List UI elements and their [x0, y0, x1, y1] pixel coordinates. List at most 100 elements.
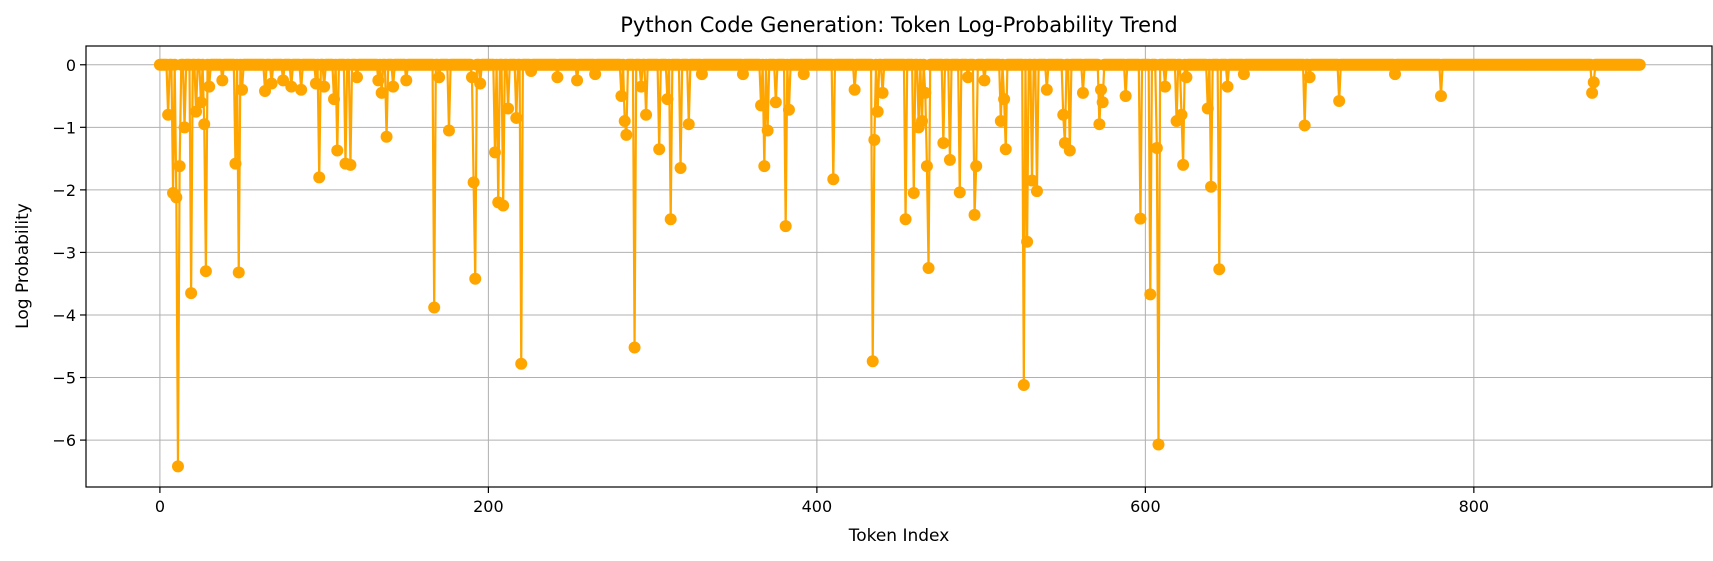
data-point	[1633, 58, 1646, 71]
grid-lines	[86, 46, 1712, 487]
data-point	[998, 93, 1011, 106]
data-point	[755, 99, 768, 112]
data-point	[199, 265, 212, 278]
data-point	[1134, 212, 1147, 225]
data-point	[1017, 379, 1030, 392]
data-point	[1057, 108, 1070, 121]
data-point	[868, 133, 881, 146]
x-tick-label: 400	[802, 497, 833, 516]
data-point	[1303, 71, 1316, 84]
data-point	[920, 160, 933, 173]
data-point	[674, 161, 687, 174]
data-point	[198, 118, 211, 131]
data-point	[1152, 438, 1165, 451]
series-line	[159, 63, 1640, 468]
data-point	[1095, 83, 1108, 96]
data-point	[313, 171, 326, 184]
x-axis-label: Token Index	[848, 526, 950, 546]
x-tick-label: 600	[1130, 497, 1161, 516]
y-tick-label: −2	[52, 181, 76, 200]
data-point	[194, 96, 207, 109]
series-layer	[153, 58, 1646, 473]
data-point	[1333, 95, 1346, 108]
data-point	[1119, 90, 1132, 103]
data-point	[695, 68, 708, 81]
data-point	[970, 160, 983, 173]
data-point	[236, 83, 249, 96]
data-point	[515, 357, 528, 370]
data-point	[497, 199, 510, 212]
data-point	[1040, 83, 1053, 96]
data-point	[1201, 102, 1214, 115]
data-point	[682, 118, 695, 131]
data-point	[571, 74, 584, 87]
data-point	[876, 86, 889, 99]
data-point	[661, 93, 674, 106]
data-point	[295, 83, 308, 96]
data-point	[232, 266, 245, 279]
data-point	[589, 68, 602, 81]
data-point	[1213, 263, 1226, 276]
data-point	[871, 105, 884, 118]
data-point	[465, 71, 478, 84]
data-point	[428, 301, 441, 314]
chart-title: Python Code Generation: Token Log-Probab…	[620, 13, 1177, 37]
data-point	[277, 74, 290, 87]
data-point	[265, 77, 278, 90]
data-point	[400, 74, 413, 87]
data-point	[915, 115, 928, 128]
data-point	[203, 80, 216, 93]
data-point	[351, 71, 363, 84]
x-tick-label: 200	[473, 497, 504, 516]
data-point	[1389, 68, 1402, 81]
data-point	[994, 115, 1007, 128]
data-point	[216, 74, 229, 87]
data-point	[328, 93, 341, 106]
data-point	[162, 108, 175, 121]
data-point	[968, 208, 981, 221]
data-point	[866, 355, 879, 368]
data-point	[185, 287, 198, 300]
data-point	[1159, 80, 1172, 93]
data-point	[1144, 288, 1157, 301]
data-point	[922, 262, 935, 275]
data-point	[170, 191, 183, 204]
data-point	[178, 121, 191, 134]
data-point	[1076, 86, 1089, 99]
data-point	[758, 160, 771, 173]
y-tick-label: 0	[66, 56, 76, 75]
data-point	[1298, 119, 1311, 132]
axis-ticks: 0 200 400 600 800 0 −1 −2 −3 −4 −5 −6	[52, 56, 1489, 516]
data-point	[779, 220, 792, 233]
data-point	[1180, 71, 1193, 84]
data-point	[615, 90, 628, 103]
data-point	[551, 71, 564, 84]
data-point	[502, 102, 515, 115]
data-point	[171, 460, 184, 473]
data-point	[375, 86, 388, 99]
y-tick-label: −5	[52, 369, 76, 388]
data-point	[1096, 96, 1109, 109]
data-point	[736, 68, 749, 81]
data-point	[469, 272, 482, 285]
y-tick-label: −4	[52, 306, 76, 325]
y-axis-label: Log Probability	[13, 203, 33, 329]
data-point	[782, 103, 795, 116]
data-point	[1435, 90, 1447, 103]
data-point	[664, 213, 677, 226]
data-point	[1221, 80, 1234, 93]
data-point	[827, 173, 840, 186]
data-point	[1205, 180, 1218, 193]
data-point	[1177, 158, 1190, 171]
y-tick-label: −3	[52, 243, 76, 262]
data-point	[1586, 86, 1599, 99]
data-point	[999, 143, 1012, 156]
data-point	[628, 341, 641, 354]
data-point	[1063, 144, 1076, 157]
data-point	[1093, 118, 1106, 131]
data-point	[1021, 235, 1034, 248]
data-point	[344, 158, 357, 171]
data-point	[635, 80, 648, 93]
data-point	[510, 111, 523, 124]
